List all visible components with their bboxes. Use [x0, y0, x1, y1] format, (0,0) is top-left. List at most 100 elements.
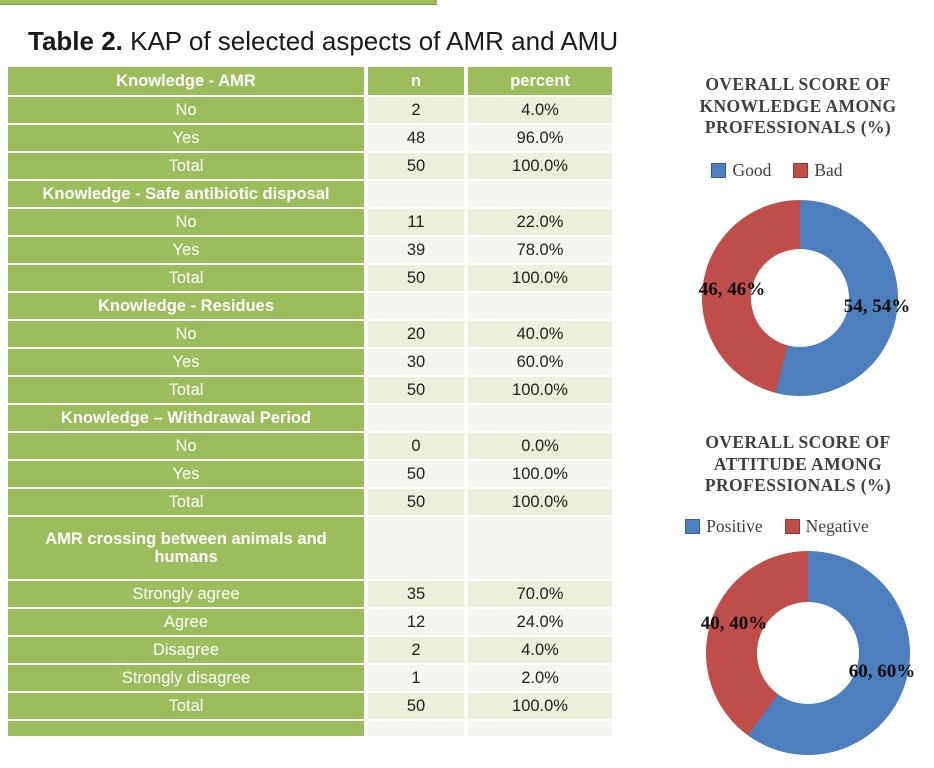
- table-row: Yes 48 96.0%: [8, 124, 612, 153]
- table-row: No 20 40.0%: [8, 320, 612, 349]
- row-percent-cell: [466, 720, 612, 736]
- knowledge-chart-title: OVERALL SCORE OF KNOWLEDGE AMONG PROFESS…: [699, 74, 897, 137]
- row-percent-cell: 96.0%: [466, 124, 612, 153]
- row-percent-cell: 100.0%: [466, 152, 612, 181]
- section-label-cell: Knowledge - Safe antibiotic disposal: [8, 180, 368, 209]
- row-percent-cell: 4.0%: [466, 96, 612, 125]
- row-percent-cell: 100.0%: [466, 460, 612, 489]
- row-n-cell: 20: [366, 320, 468, 349]
- section-label-cell: Knowledge – Withdrawal Period: [8, 404, 368, 433]
- negative-slice-label: 40, 40%: [700, 613, 768, 634]
- legend-label: Negative: [805, 516, 869, 536]
- bad-legend-swatch-icon: [793, 163, 809, 178]
- row-percent-cell: 78.0%: [466, 236, 612, 265]
- row-n-cell: [366, 720, 468, 736]
- row-n-cell: 2: [366, 96, 468, 125]
- row-n-cell: 50: [366, 152, 468, 181]
- negative-legend-swatch-icon: [784, 519, 800, 534]
- row-n-cell: 50: [366, 460, 468, 489]
- row-label-cell: Strongly disagree: [8, 664, 368, 693]
- attitude-chart-title: OVERALL SCORE OF ATTITUDE AMONG PROFESSI…: [704, 432, 892, 495]
- row-n-cell: [366, 404, 468, 433]
- row-percent-cell: 70.0%: [466, 580, 612, 609]
- table-section-row: AMR crossing between animals and humans: [8, 516, 612, 581]
- row-percent-cell: [466, 516, 612, 581]
- row-percent-cell: 24.0%: [466, 608, 612, 637]
- row-n-cell: 50: [366, 488, 468, 517]
- table-row: No 11 22.0%: [8, 208, 612, 237]
- column-header-n: n: [366, 67, 468, 97]
- page-title-text: KAP of selected aspects of AMR and AMU: [122, 26, 619, 56]
- legend-item-bad: Bad: [793, 160, 843, 181]
- row-n-cell: 1: [366, 664, 468, 693]
- top-accent-bar: [0, 0, 437, 5]
- row-n-cell: 50: [366, 692, 468, 721]
- row-label-cell: Agree: [8, 608, 368, 637]
- table-row: Total 50 100.0%: [8, 692, 612, 721]
- legend-item-negative: Negative: [784, 516, 869, 537]
- legend-item-positive: Positive: [685, 516, 763, 537]
- section-label-cell: AMR crossing between animals and humans: [8, 516, 368, 581]
- row-label-cell: Total: [8, 488, 368, 517]
- table-row: Disagree 2 4.0%: [8, 636, 612, 665]
- table-row: Yes 30 60.0%: [8, 348, 612, 377]
- row-label-cell: Disagree: [8, 636, 368, 665]
- row-percent-cell: 0.0%: [466, 432, 612, 461]
- section-label-cell: Knowledge - Residues: [8, 292, 368, 321]
- table-header-row: Knowledge - AMR n percent: [8, 67, 612, 97]
- table-row: Total 50 100.0%: [8, 264, 612, 293]
- legend-label: Good: [732, 160, 772, 180]
- row-n-cell: [366, 516, 468, 581]
- knowledge-doughnut-chart: [702, 200, 898, 396]
- row-label-cell: No: [8, 208, 368, 237]
- row-percent-cell: 100.0%: [466, 692, 612, 721]
- row-percent-cell: [466, 404, 612, 433]
- page-title-number: Table 2.: [28, 26, 123, 56]
- row-label-cell: Yes: [8, 124, 368, 153]
- table-row: No 0 0.0%: [8, 432, 612, 461]
- row-n-cell: 50: [366, 264, 468, 293]
- table-row: Strongly disagree 1 2.0%: [8, 664, 612, 693]
- table-row: Total 50 100.0%: [8, 376, 612, 405]
- table-row: Yes 39 78.0%: [8, 236, 612, 265]
- table-row: Yes 50 100.0%: [8, 460, 612, 489]
- row-label-cell: No: [8, 432, 368, 461]
- row-label-cell: [8, 720, 368, 736]
- row-percent-cell: 100.0%: [466, 264, 612, 293]
- row-n-cell: 50: [366, 376, 468, 405]
- row-percent-cell: [466, 292, 612, 321]
- row-n-cell: 39: [366, 236, 468, 265]
- row-percent-cell: 2.0%: [466, 664, 612, 693]
- row-percent-cell: 100.0%: [466, 376, 612, 405]
- bad-slice-label: 46, 46%: [698, 279, 766, 300]
- table-row: No 2 4.0%: [8, 96, 612, 125]
- table-row: Strongly agree 35 70.0%: [8, 580, 612, 609]
- row-percent-cell: 60.0%: [466, 348, 612, 377]
- knowledge-chart-legend: Good Bad: [620, 160, 934, 181]
- row-label-cell: Total: [8, 264, 368, 293]
- row-n-cell: 48: [366, 124, 468, 153]
- kap-table: Knowledge - AMR n percent No 2 4.0% Yes …: [8, 67, 612, 736]
- row-percent-cell: 22.0%: [466, 208, 612, 237]
- positive-legend-swatch-icon: [685, 519, 701, 534]
- positive-slice-label: 60, 60%: [848, 661, 916, 682]
- table-row-clipped: [8, 720, 612, 736]
- good-slice-label: 54, 54%: [843, 296, 911, 317]
- row-label-cell: No: [8, 96, 368, 125]
- table-row: Agree 12 24.0%: [8, 608, 612, 637]
- table-section-row: Knowledge - Residues: [8, 292, 612, 321]
- page-title: Table 2. KAP of selected aspects of AMR …: [28, 26, 618, 57]
- attitude-chart-legend: Positive Negative: [620, 516, 934, 537]
- legend-label: Bad: [814, 160, 843, 180]
- table-row: Total 50 100.0%: [8, 152, 612, 181]
- row-label-cell: Yes: [8, 460, 368, 489]
- table-section-row: Knowledge - Safe antibiotic disposal: [8, 180, 612, 209]
- row-n-cell: 0: [366, 432, 468, 461]
- row-label-cell: Yes: [8, 236, 368, 265]
- attitude-doughnut-chart: [706, 551, 910, 755]
- row-label-cell: Yes: [8, 348, 368, 377]
- good-legend-swatch-icon: [711, 163, 727, 178]
- row-n-cell: [366, 292, 468, 321]
- column-header-knowledge-amr: Knowledge - AMR: [8, 67, 368, 97]
- row-n-cell: 35: [366, 580, 468, 609]
